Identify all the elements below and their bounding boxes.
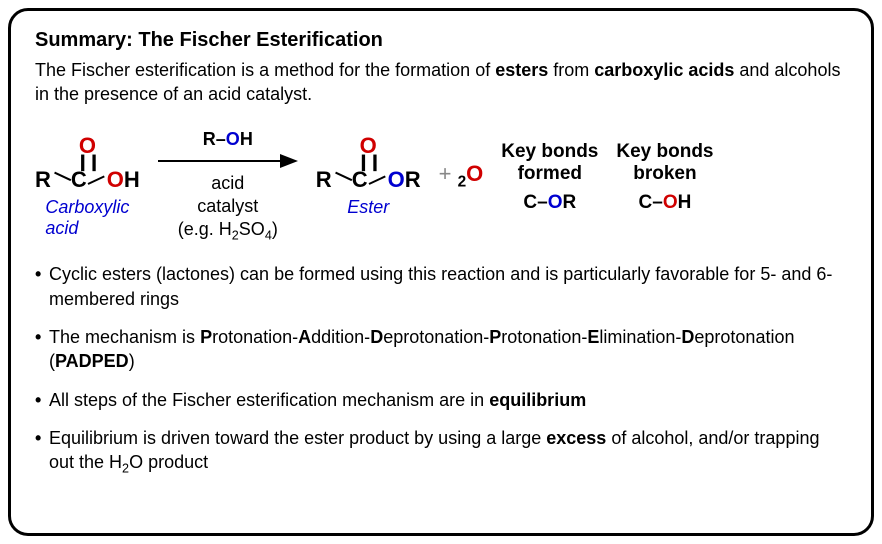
- reagent-alcohol: R–OH: [203, 129, 253, 150]
- reaction-scheme: O ❙❙ R C OH Carboxylicacid R–OH: [35, 121, 847, 245]
- bond-icon: [87, 175, 104, 184]
- product-ester: O ❙❙ R C OR Ester: [316, 121, 421, 218]
- bond-icon: [368, 175, 385, 184]
- reaction-arrow-icon: [158, 152, 298, 170]
- catalyst-label: acid catalyst (e.g. H2SO4): [178, 172, 278, 245]
- bond-icon: [335, 171, 352, 180]
- bullet-lactones: Cyclic esters (lactones) can be formed u…: [35, 262, 847, 311]
- reactant-carboxylic-acid: O ❙❙ R C OH Carboxylicacid: [35, 121, 140, 239]
- key-bonds-formed: Key bonds formed C–OR: [501, 141, 598, 215]
- byproduct-water: + 2O: [439, 161, 484, 191]
- bullet-list: Cyclic esters (lactones) can be formed u…: [35, 262, 847, 477]
- reactant-label: Carboxylicacid: [45, 197, 129, 239]
- bullet-equilibrium: All steps of the Fischer esterification …: [35, 388, 847, 412]
- reaction-arrow-group: R–OH acid catalyst (e.g. H2SO4): [158, 129, 298, 245]
- product-label: Ester: [347, 197, 389, 218]
- double-bond-icon: ❙❙: [357, 158, 380, 168]
- bullet-excess: Equilibrium is driven toward the ester p…: [35, 426, 847, 478]
- intro-text: The Fischer esterification is a method f…: [35, 58, 847, 107]
- bullet-mechanism: The mechanism is Protonation-Addition-De…: [35, 325, 847, 374]
- card-title: Summary: The Fischer Esterification: [35, 29, 847, 52]
- key-bonds-broken: Key bonds broken C–OH: [616, 141, 713, 215]
- summary-card: Summary: The Fischer Esterification The …: [8, 8, 874, 536]
- bond-icon: [54, 171, 71, 180]
- double-bond-icon: ❙❙: [76, 158, 99, 168]
